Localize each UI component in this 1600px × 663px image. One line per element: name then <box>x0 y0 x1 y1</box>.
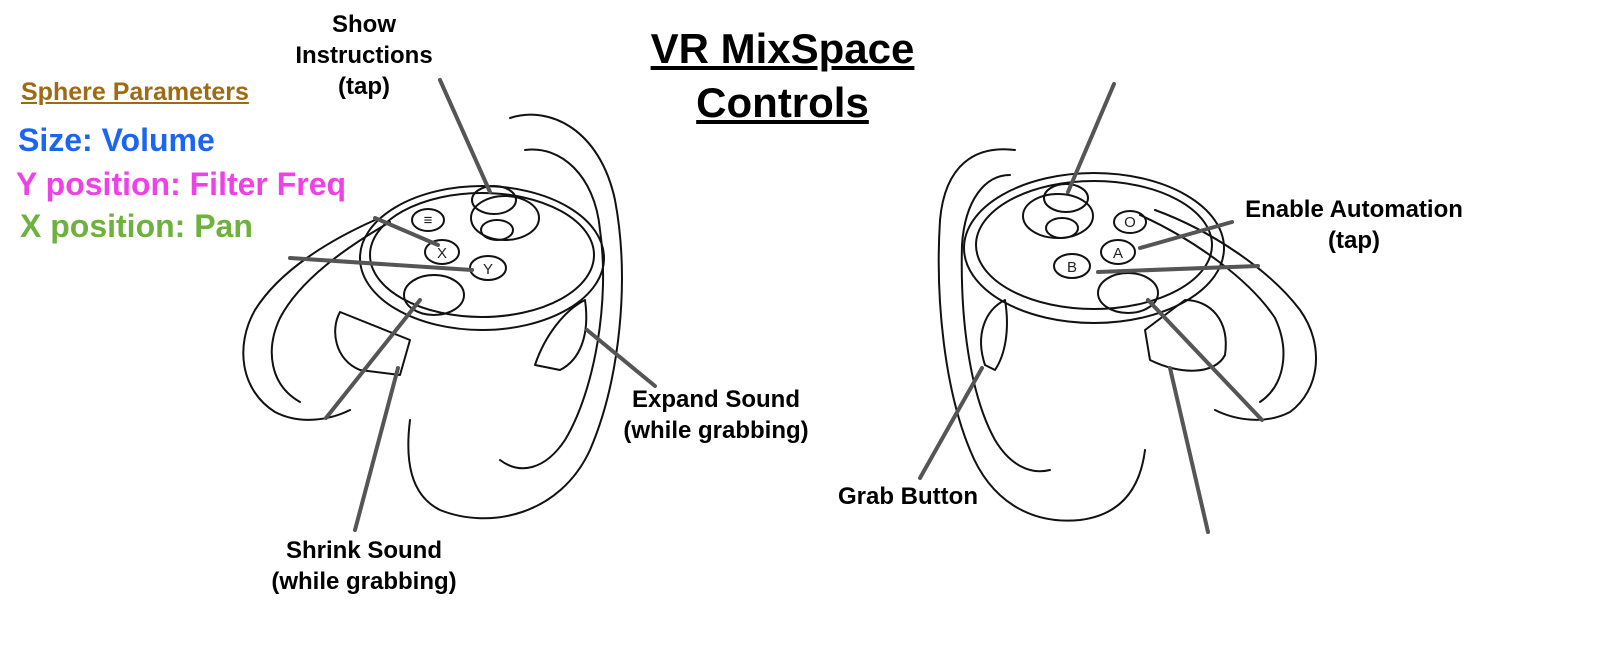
leader-show-instructions <box>438 78 492 194</box>
right-oculus-glyph: O <box>1124 214 1136 231</box>
left-controller-grip <box>334 311 411 376</box>
title-line-2: Controls <box>696 79 869 126</box>
leader-left-menu <box>373 216 440 247</box>
label-shrink-sound: Shrink Sound (while grabbing) <box>271 537 457 595</box>
right-controller-face-inner <box>975 180 1213 310</box>
left-controller-ring-inner <box>499 148 605 470</box>
left-controller-handle-inner <box>270 221 391 403</box>
title-line-1: VR MixSpace <box>650 25 915 72</box>
page-title: VR MixSpace Controls <box>600 22 965 130</box>
leader-right-trigger-pad <box>1146 298 1264 422</box>
left-controller-ring-outer <box>407 113 623 520</box>
label-enable-automation: Enable Automation (tap) <box>1245 196 1463 254</box>
right-a-button <box>1100 239 1136 265</box>
leader-left-trigger-pad <box>324 298 422 420</box>
leader-enable-automation <box>1138 220 1234 250</box>
left-menu-button <box>411 208 445 232</box>
leader-right-b <box>1096 264 1260 274</box>
right-controller-trigger <box>980 299 1008 371</box>
legend-item-x-position: X position: Pan <box>20 208 253 244</box>
leader-right-thumbstick <box>1066 82 1116 194</box>
right-trigger-pad <box>1097 272 1159 314</box>
left-y-glyph: Y <box>483 261 493 278</box>
right-a-glyph: A <box>1113 245 1123 262</box>
left-thumbstick-base <box>470 195 540 241</box>
right-controller <box>937 148 1317 522</box>
leader-left-y <box>288 256 474 272</box>
right-b-button <box>1053 253 1091 279</box>
right-controller-ring-inner <box>960 174 1051 473</box>
right-controller-face-outer <box>963 172 1225 324</box>
label-expand-sound: Expand Sound (while grabbing) <box>623 386 809 444</box>
left-controller-face-inner <box>369 192 595 318</box>
legend-item-size: Size: Volume <box>18 122 215 158</box>
leader-right-side <box>1168 366 1210 534</box>
left-controller-trigger <box>534 299 588 371</box>
left-thumbstick-stem <box>480 219 514 241</box>
right-thumbstick-base <box>1022 193 1094 239</box>
left-x-button <box>424 239 460 265</box>
leader-expand-sound <box>585 328 657 388</box>
left-trigger-pad <box>403 274 465 316</box>
leader-grab-button <box>918 366 984 480</box>
right-oculus-button <box>1113 210 1147 234</box>
left-controller-face-outer <box>359 185 605 331</box>
left-x-glyph: X <box>437 245 447 262</box>
label-show-instructions: Show Instructions (tap) <box>295 11 433 100</box>
right-controller-handle-inner <box>1139 214 1285 403</box>
right-controller-ring-outer <box>937 148 1146 522</box>
left-thumbstick-cap <box>471 185 517 215</box>
right-controller-grip <box>1144 299 1227 372</box>
leader-shrink-sound <box>353 366 400 532</box>
right-thumbstick-cap <box>1043 183 1089 213</box>
left-controller <box>242 113 623 520</box>
right-thumbstick-stem <box>1045 217 1079 239</box>
label-grab-button: Grab Button <box>838 483 978 510</box>
left-menu-glyph: ≡ <box>424 212 433 229</box>
legend-title: Sphere Parameters <box>21 78 249 106</box>
legend-item-y-position: Y position: Filter Freq <box>16 166 347 202</box>
left-controller-handle <box>242 219 376 421</box>
right-b-glyph: B <box>1067 259 1077 276</box>
